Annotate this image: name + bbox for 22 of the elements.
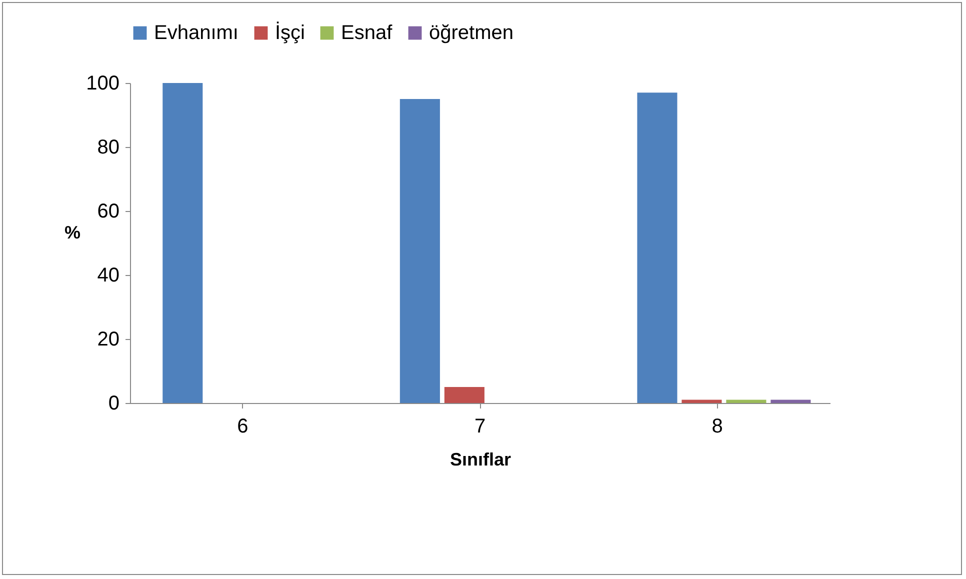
x-tick-label: 7 xyxy=(474,416,486,438)
y-tick-label: 0 xyxy=(108,392,120,414)
y-tick-label: 20 xyxy=(97,328,120,350)
y-tick-label: 40 xyxy=(97,264,120,286)
y-axis-title: % xyxy=(64,222,80,242)
legend-label: öğretmen xyxy=(429,22,514,44)
y-tick-label: 80 xyxy=(97,136,120,158)
bar xyxy=(444,387,484,403)
y-tick-label: 60 xyxy=(97,200,120,222)
y-tick-label: 100 xyxy=(86,72,120,94)
x-tick-label: 8 xyxy=(712,416,723,438)
x-axis-title: Sınıflar xyxy=(450,450,512,470)
bar xyxy=(162,83,203,403)
legend-label: İşçi xyxy=(275,21,305,44)
x-tick-label: 6 xyxy=(237,416,248,438)
bar xyxy=(770,400,811,403)
bar xyxy=(726,400,766,403)
legend-label: Evhanımı xyxy=(154,22,238,44)
bar xyxy=(637,92,678,403)
legend-label: Esnaf xyxy=(341,22,393,44)
bar xyxy=(682,400,722,403)
bar xyxy=(400,99,440,403)
